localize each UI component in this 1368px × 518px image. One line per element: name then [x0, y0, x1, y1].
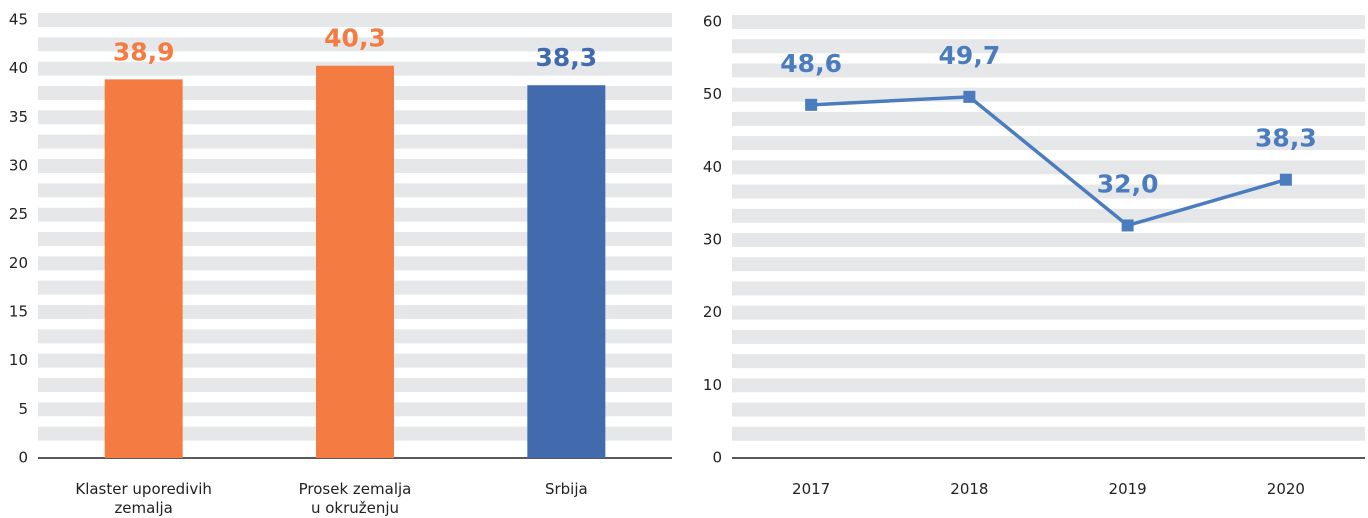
y-tick-label: 10: [9, 351, 28, 369]
y-tick-label: 25: [9, 205, 28, 223]
marker: [1279, 173, 1292, 186]
y-tick-label: 20: [703, 303, 722, 321]
grid-band: [732, 160, 1365, 175]
y-tick-label: 45: [9, 11, 28, 29]
x-tick-label: Prosek zemalja u okruženju: [298, 480, 412, 517]
grid-band: [38, 13, 672, 27]
x-tick-label: 2019: [1108, 480, 1147, 498]
x-tick-label: Klaster uporedivih zemalja: [75, 480, 212, 517]
stripe: [38, 37, 672, 52]
grid-band: [732, 233, 1365, 247]
marker: [805, 98, 818, 111]
x-tick-label: 2017: [792, 480, 831, 498]
y-tick-label: 15: [9, 303, 28, 321]
y-tick-label: 40: [703, 158, 722, 176]
y-tick-label: 50: [703, 85, 722, 103]
stripe: [732, 329, 1365, 344]
x-tick-label: Srbija: [544, 480, 588, 498]
marker: [963, 90, 976, 103]
y-tick-label: 30: [703, 231, 722, 249]
value-label: 38,9: [113, 37, 175, 66]
y-tick-label: 20: [9, 254, 28, 272]
value-label: 38,3: [1255, 124, 1317, 153]
y-tick-label: 60: [703, 13, 722, 31]
y-tick-label: 40: [9, 59, 28, 77]
stripe: [732, 426, 1365, 441]
stripe: [732, 402, 1365, 417]
value-label: 49,7: [939, 41, 1001, 70]
y-tick-label: 5: [18, 400, 28, 418]
stripe: [732, 136, 1365, 151]
stripe: [732, 184, 1365, 199]
grid-band: [732, 15, 1365, 29]
stripe: [732, 281, 1365, 296]
y-tick-label: 30: [9, 157, 28, 175]
stripe: [732, 208, 1365, 223]
y-tick-label: 0: [712, 449, 722, 467]
marker: [1121, 219, 1134, 232]
stripe: [732, 39, 1365, 54]
value-label: 40,3: [324, 24, 386, 53]
x-tick-label: 2020: [1266, 480, 1305, 498]
y-tick-label: 35: [9, 108, 28, 126]
value-label: 32,0: [1097, 169, 1159, 198]
stripe: [732, 257, 1365, 272]
value-label: 48,6: [780, 49, 842, 78]
stripe: [732, 63, 1365, 78]
grid-band: [732, 87, 1365, 102]
y-tick-label: 10: [703, 376, 722, 394]
bar: [527, 85, 606, 459]
x-tick-label: 2018: [950, 480, 989, 498]
value-label: 38,3: [535, 43, 597, 72]
bar: [316, 65, 394, 458]
grid-band: [732, 378, 1365, 393]
line: [811, 95, 1287, 228]
stripe: [732, 354, 1365, 369]
grid-band: [732, 305, 1365, 320]
y-tick-label: 0: [18, 449, 28, 467]
stripe: [732, 111, 1365, 126]
bar: [104, 79, 183, 458]
